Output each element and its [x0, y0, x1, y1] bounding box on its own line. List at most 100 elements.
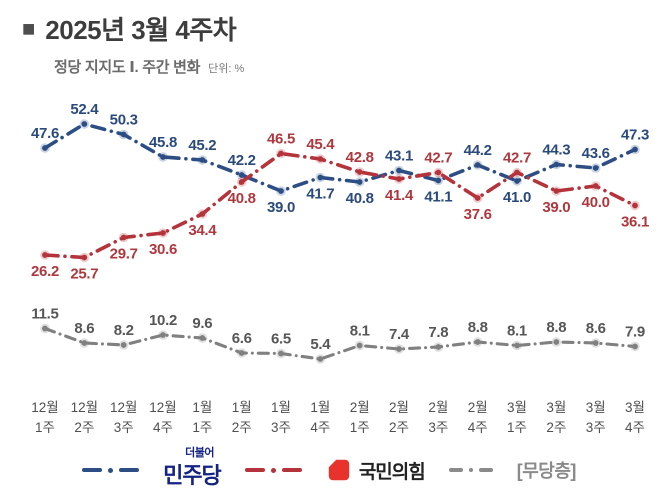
- independent-data-point: [592, 340, 599, 346]
- ppp-value-label: 34.4: [188, 222, 217, 239]
- ppp-data-point: [553, 188, 560, 194]
- independent-data-point: [632, 343, 638, 350]
- independent-data-point: [120, 342, 127, 348]
- independent-value-label: 6.5: [271, 331, 291, 348]
- ppp-data-point: [632, 202, 638, 209]
- x-axis-label-week: 4주: [153, 420, 173, 435]
- independent-data-point: [553, 339, 560, 345]
- democratic-value-label: 45.2: [188, 137, 216, 154]
- ppp-value-label: 26.2: [31, 263, 59, 280]
- x-axis-label-week: 4주: [625, 420, 645, 435]
- democratic-data-point: [238, 172, 245, 178]
- democratic-data-point: [396, 167, 402, 174]
- democratic-value-label: 42.2: [228, 152, 256, 169]
- independent-data-point: [278, 350, 284, 357]
- independent-data-point: [81, 340, 88, 346]
- independent-value-label: 8.8: [546, 319, 566, 336]
- democratic-value-label: 47.6: [31, 125, 59, 142]
- independent-data-point: [514, 342, 520, 349]
- ppp-data-point: [435, 169, 442, 176]
- ppp-data-point: [474, 195, 481, 201]
- democratic-value-label: 39.0: [267, 199, 295, 216]
- democratic-value-label: 40.8: [346, 190, 374, 207]
- ppp-data-point: [160, 230, 166, 236]
- independent-value-label: 8.8: [468, 319, 488, 336]
- democratic-data-point: [632, 146, 638, 153]
- x-axis-label-week: 3주: [271, 420, 291, 435]
- x-axis-label-month: 3월: [546, 400, 566, 415]
- democratic-data-point: [514, 178, 520, 184]
- x-axis-label-week: 2주: [389, 420, 409, 435]
- x-axis-label-week: 2주: [546, 420, 566, 435]
- independent-data-point: [317, 356, 324, 362]
- democratic-value-label: 43.1: [385, 148, 413, 165]
- ppp-value-label: 42.7: [503, 150, 531, 167]
- democratic-value-label: 50.3: [110, 112, 138, 129]
- democratic-data-point: [199, 157, 206, 163]
- independent-trend-line: [43, 326, 637, 361]
- x-axis-label-month: 3월: [625, 400, 645, 415]
- independent-value-label: 8.1: [350, 323, 370, 340]
- x-axis-label-month: 1월: [232, 400, 252, 415]
- x-axis-label-month: 3월: [507, 400, 527, 415]
- ppp-data-point: [42, 252, 48, 258]
- ppp-data-point: [120, 234, 127, 241]
- x-axis-label-week: 3주: [586, 420, 606, 435]
- independent-value-label: 10.2: [149, 312, 177, 329]
- democratic-data-point: [42, 145, 48, 151]
- x-axis-label-month: 2월: [428, 400, 448, 415]
- independent-data-point: [356, 342, 363, 349]
- independent-value-label: 7.9: [625, 324, 645, 341]
- democratic-value-label: 52.4: [70, 101, 99, 118]
- independent-data-point: [199, 335, 206, 341]
- independent-data-point: [42, 325, 48, 332]
- democratic-value-label: 41.1: [424, 189, 452, 206]
- ppp-data-point: [514, 169, 520, 176]
- ppp-data-point: [356, 169, 363, 175]
- independent-value-label: 8.6: [74, 320, 94, 337]
- x-axis-label-week: 4주: [468, 420, 488, 435]
- ppp-square-icon: [328, 459, 350, 481]
- ppp-data-point: [199, 211, 206, 217]
- unit-label: 단위: %: [208, 63, 245, 75]
- democratic-data-point: [592, 165, 599, 171]
- ppp-value-label: 36.1: [621, 214, 649, 231]
- independent-value-label: 8.2: [114, 322, 134, 339]
- x-axis-label-week: 1주: [35, 420, 55, 435]
- x-axis-label-month: 2월: [350, 400, 370, 415]
- independent-data-point: [238, 350, 245, 356]
- ppp-value-label: 42.8: [346, 149, 374, 166]
- democratic-party-label: 민주당: [163, 463, 222, 488]
- header: ■ 2025년 3월 4주차 정당 지지도 Ⅰ. 주간 변화 단위: %: [22, 10, 244, 77]
- x-axis-label-month: 12월: [149, 400, 176, 415]
- x-axis-label-month: 1월: [271, 400, 291, 415]
- democratic-party-logo: 더불어 민주당: [163, 447, 222, 490]
- independent-value-label: 8.6: [586, 320, 606, 337]
- x-axis-label-month: 12월: [110, 400, 137, 415]
- legend: 더불어 민주당 국민의힘 [무당층]: [0, 447, 658, 490]
- democratic-data-point: [317, 174, 324, 181]
- x-axis-label-week: 4주: [310, 420, 330, 435]
- x-axis-label-month: 2월: [468, 400, 488, 415]
- x-axis-label-week: 2주: [232, 420, 252, 435]
- independent-line-sample-icon: [448, 468, 493, 472]
- democratic-data-point: [356, 179, 363, 185]
- independent-value-label: 7.8: [428, 324, 448, 341]
- ppp-data-point: [317, 156, 324, 162]
- x-axis-label-month: 1월: [192, 400, 212, 415]
- ppp-value-label: 39.0: [542, 199, 570, 216]
- democratic-data-point: [553, 161, 560, 168]
- democratic-value-label: 41.7: [306, 186, 334, 203]
- x-axis-label-week: 3주: [114, 420, 134, 435]
- ppp-value-label: 37.6: [464, 206, 492, 223]
- democratic-value-label: 44.3: [542, 142, 570, 159]
- x-axis-label-month: 2월: [389, 400, 409, 415]
- x-axis-label-month: 12월: [71, 400, 98, 415]
- ppp-value-label: 30.6: [149, 241, 177, 258]
- democratic-data-point: [160, 154, 166, 160]
- ppp-value-label: 29.7: [110, 246, 138, 263]
- x-axis-label-week: 1주: [507, 420, 527, 435]
- title-bullet-square-icon: ■: [22, 15, 36, 41]
- x-axis-label-month: 12월: [31, 400, 58, 415]
- ppp-value-label: 25.7: [70, 266, 98, 283]
